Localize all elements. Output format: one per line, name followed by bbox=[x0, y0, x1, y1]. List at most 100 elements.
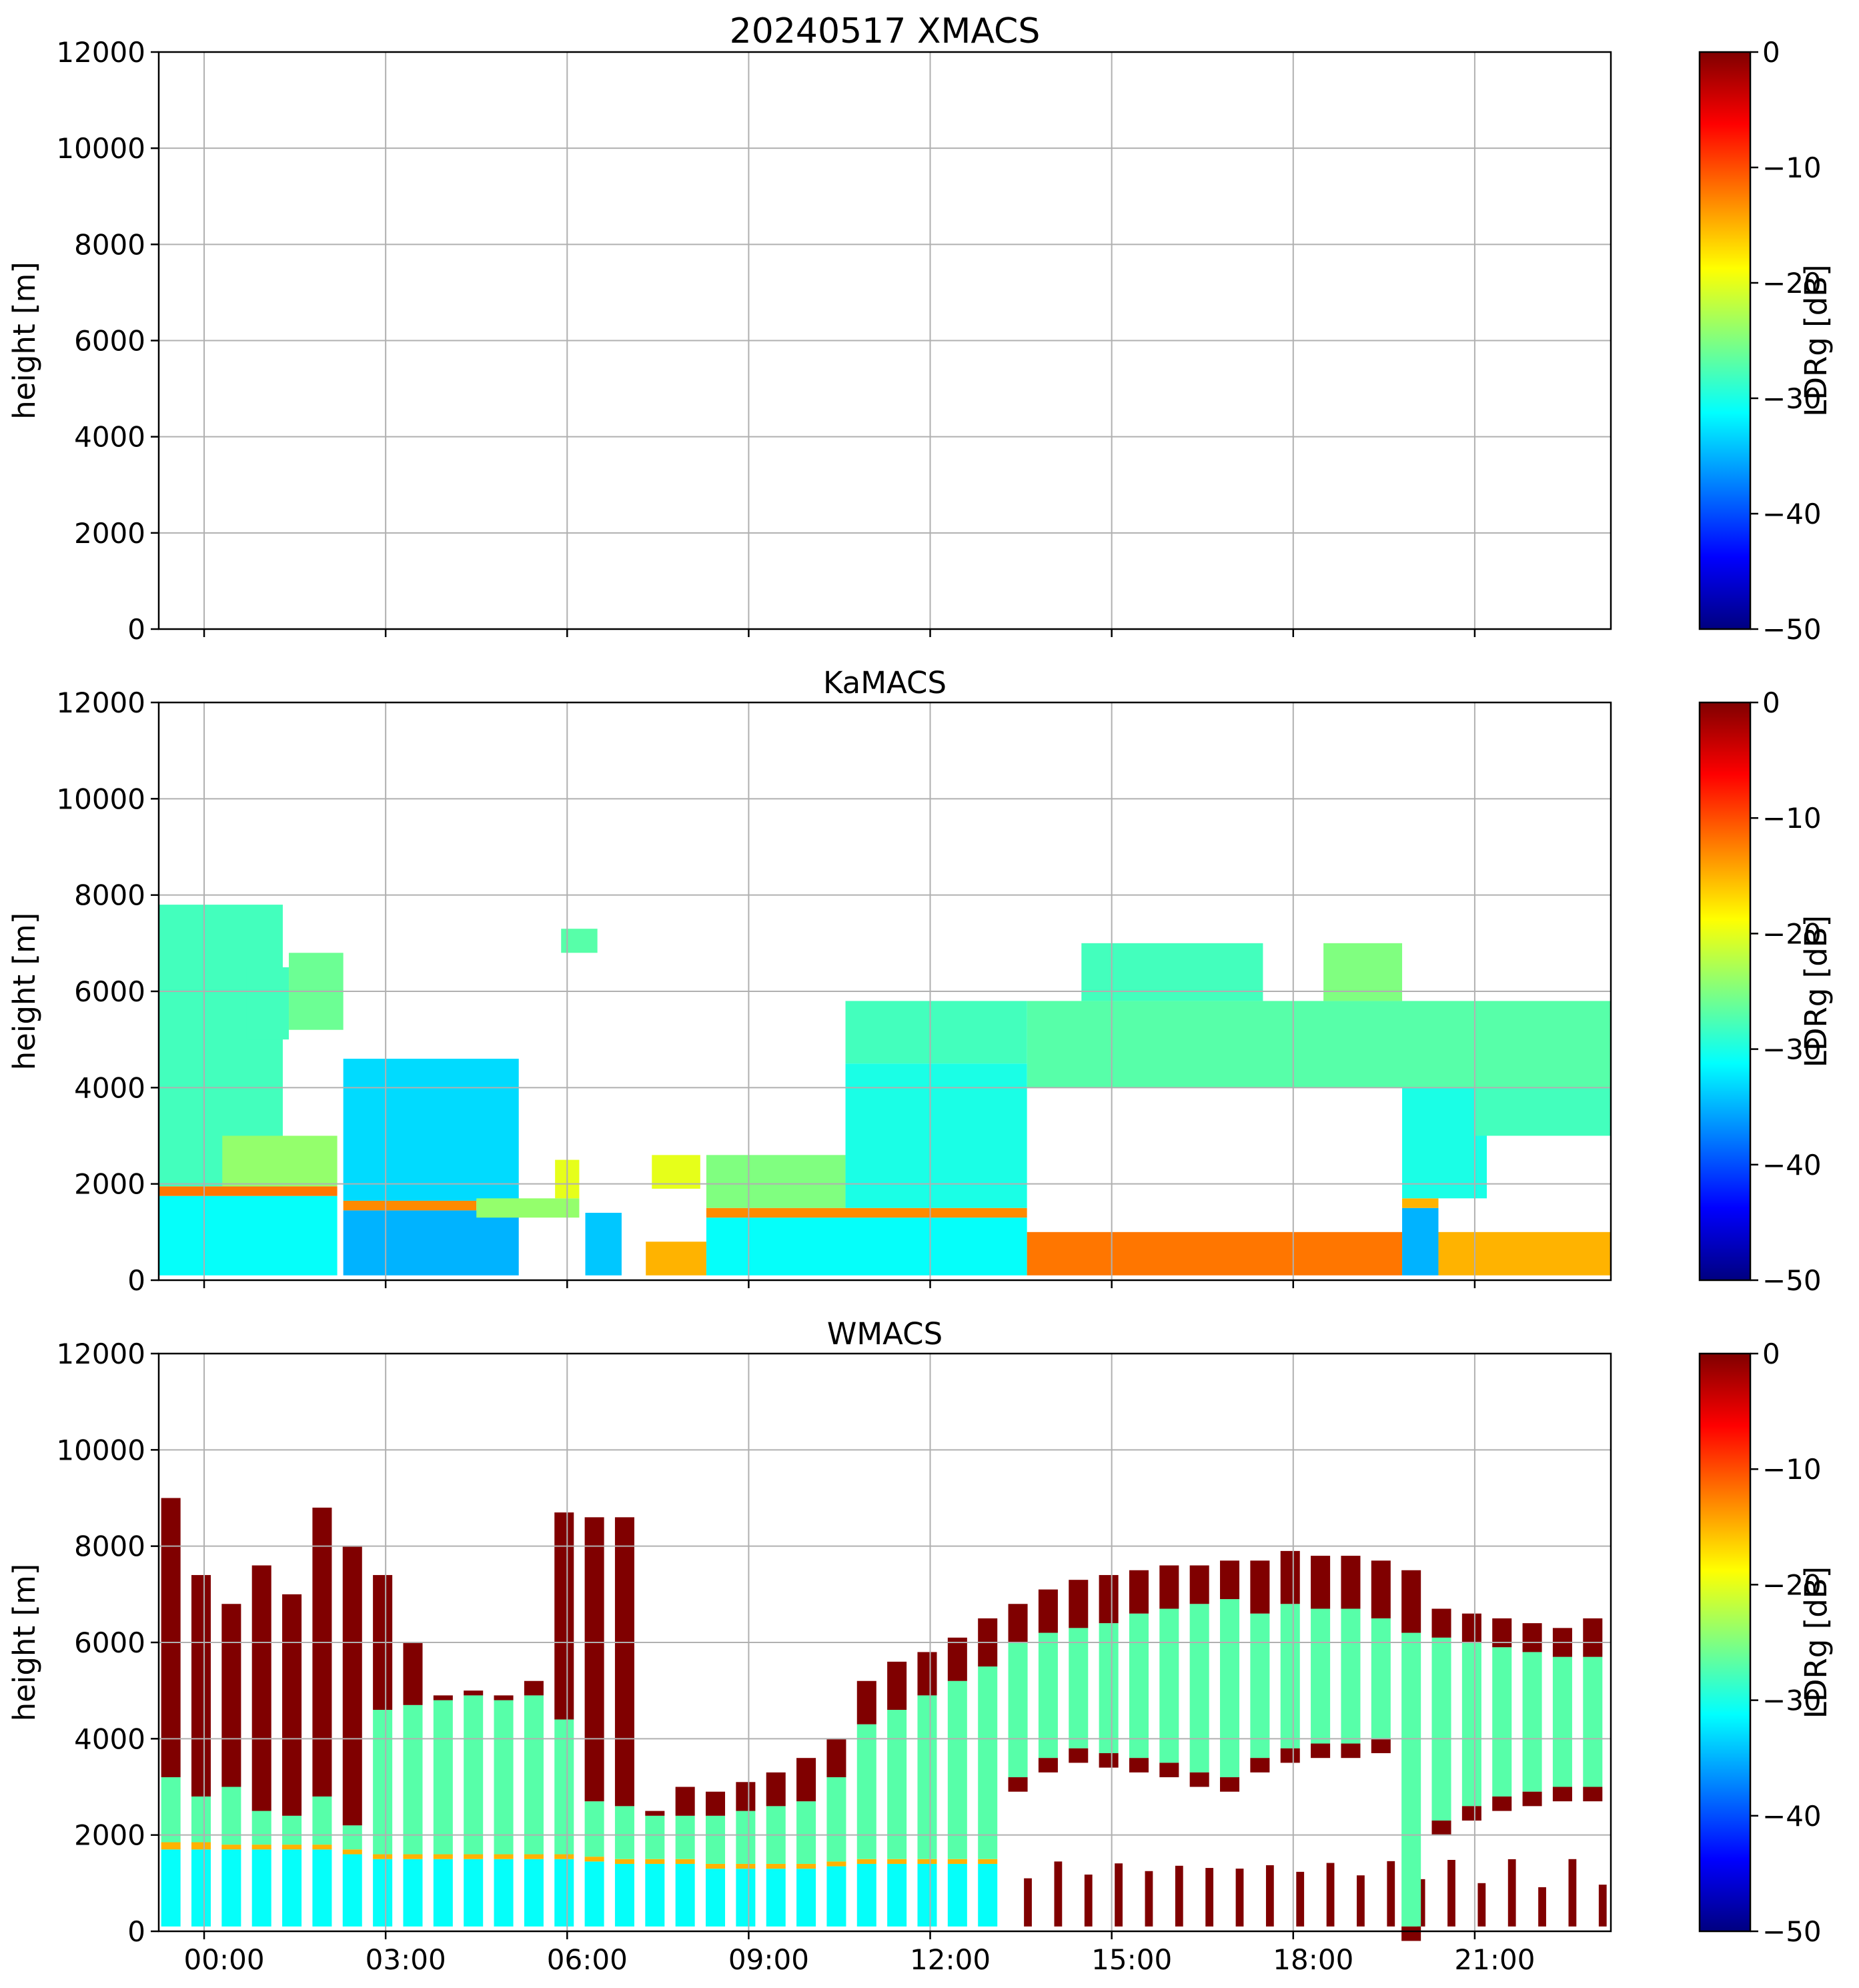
ice-layer bbox=[1129, 1613, 1149, 1759]
cloud-edge bbox=[191, 1574, 211, 1797]
ice-layer bbox=[947, 1680, 967, 1859]
colorbar-tick-label: −10 bbox=[1762, 151, 1822, 184]
melting-layer bbox=[282, 1845, 302, 1850]
ice-layer bbox=[1008, 1642, 1028, 1778]
cloud-edge bbox=[1069, 1580, 1089, 1628]
melting-layer bbox=[312, 1845, 332, 1850]
y-tick-label: 12000 bbox=[56, 36, 145, 69]
echo-region bbox=[845, 1063, 1027, 1208]
x-tick-label: 18:00 bbox=[1273, 1943, 1353, 1976]
melting-layer bbox=[645, 1859, 665, 1864]
cloud-edge bbox=[1311, 1556, 1331, 1609]
liquid-layer bbox=[494, 1859, 514, 1927]
surface-clutter bbox=[1538, 1887, 1546, 1927]
liquid-layer bbox=[887, 1863, 907, 1927]
y-axis-label: height [m] bbox=[7, 1564, 42, 1722]
cloud-edge bbox=[1431, 1608, 1451, 1638]
melting-layer bbox=[614, 1859, 634, 1864]
melting-layer bbox=[403, 1854, 423, 1859]
liquid-layer bbox=[584, 1861, 604, 1927]
y-tick-label: 2000 bbox=[74, 517, 145, 550]
surface-clutter bbox=[1417, 1879, 1425, 1927]
cloud-edge bbox=[826, 1738, 846, 1778]
ice-layer bbox=[312, 1796, 332, 1845]
colorbar-label: LDRg [dB] bbox=[1798, 915, 1834, 1067]
cloud-edge bbox=[1461, 1613, 1481, 1642]
cloud-base bbox=[1492, 1796, 1512, 1811]
ice-layer bbox=[1461, 1642, 1481, 1807]
panel-kamacs: 0 2000 4000 6000 8000 10000 12000 KaMACS height … bbox=[7, 665, 1834, 1297]
cloud-edge bbox=[584, 1517, 604, 1802]
colorbar-tick-label: −50 bbox=[1762, 1264, 1822, 1297]
colorbar: 0 −10 −20 −30 −40 −50 LDRg [dB] bbox=[1698, 1338, 1834, 1948]
cloud-base bbox=[1311, 1743, 1331, 1759]
surface-clutter bbox=[1357, 1875, 1365, 1927]
liquid-layer bbox=[312, 1849, 332, 1927]
cloud-base bbox=[1522, 1791, 1542, 1807]
echo-region bbox=[1081, 943, 1263, 1001]
colorbar-gradient bbox=[1698, 701, 1752, 1282]
melting-layer bbox=[251, 1845, 271, 1850]
echo-region bbox=[222, 1135, 338, 1187]
colorbar-tick-label: −20 bbox=[1762, 917, 1822, 950]
melting-layer bbox=[826, 1861, 846, 1867]
cloud-base bbox=[1159, 1763, 1179, 1778]
colorbar: 0 −10 −20 −30 −40 −50 LDRg [dB] bbox=[1698, 36, 1834, 646]
cloud-base bbox=[1341, 1743, 1361, 1759]
x-tick-label: 15:00 bbox=[1091, 1943, 1172, 1976]
liquid-layer bbox=[766, 1869, 786, 1927]
y-tick-label: 4000 bbox=[74, 421, 145, 454]
melting-layer bbox=[524, 1854, 544, 1859]
melting-layer bbox=[494, 1854, 514, 1859]
cloud-edge bbox=[1008, 1604, 1028, 1642]
cloud-edge bbox=[1401, 1570, 1421, 1633]
liquid-layer bbox=[342, 1854, 362, 1927]
liquid-layer bbox=[856, 1863, 876, 1927]
ice-layer bbox=[251, 1811, 271, 1845]
colorbar-tick-label: −10 bbox=[1762, 802, 1822, 835]
y-tick-label: 4000 bbox=[74, 1071, 145, 1104]
melting-layer bbox=[191, 1842, 211, 1850]
surface-clutter bbox=[1115, 1863, 1123, 1927]
y-tick-label: 10000 bbox=[56, 132, 145, 165]
echo-region bbox=[652, 1155, 700, 1189]
cloud-edge bbox=[1099, 1574, 1119, 1624]
y-tick-label: 4000 bbox=[74, 1722, 145, 1755]
ice-layer bbox=[161, 1777, 181, 1843]
colorbar-tick-label: −50 bbox=[1762, 613, 1822, 646]
x-tick-label: 12:00 bbox=[910, 1943, 991, 1976]
melting-layer bbox=[796, 1863, 816, 1869]
echo-region bbox=[343, 1059, 519, 1201]
liquid-layer bbox=[191, 1849, 211, 1927]
cloud-base bbox=[1038, 1758, 1058, 1773]
colorbar-tick-label: −10 bbox=[1762, 1453, 1822, 1486]
colorbar-tick-label: 0 bbox=[1762, 1338, 1780, 1370]
echo-region bbox=[1402, 1207, 1439, 1276]
ice-layer bbox=[524, 1695, 544, 1855]
ice-layer bbox=[645, 1815, 665, 1859]
ice-layer bbox=[706, 1815, 726, 1864]
panel-wmacs: 0 2000 4000 6000 8000 10000 12000 00:00 03:00 06:… bbox=[7, 1316, 1834, 1976]
echo-region bbox=[343, 1210, 519, 1276]
liquid-layer bbox=[706, 1869, 726, 1927]
colorbar-tick-label: −40 bbox=[1762, 1800, 1822, 1833]
surface-clutter bbox=[1054, 1861, 1063, 1927]
cloud-edge bbox=[1280, 1550, 1300, 1604]
cloud-edge bbox=[1129, 1570, 1149, 1614]
melting-layer bbox=[856, 1859, 876, 1864]
y-tick-label: 8000 bbox=[74, 879, 145, 912]
cloud-base bbox=[1371, 1738, 1391, 1753]
cloud-edge bbox=[251, 1565, 271, 1811]
ice-layer bbox=[221, 1787, 241, 1845]
echo-region bbox=[159, 1186, 338, 1196]
melting-layer bbox=[736, 1863, 756, 1869]
echo-region bbox=[706, 1207, 1027, 1218]
cloud-base bbox=[1461, 1806, 1481, 1821]
panel-title: WMACS bbox=[827, 1316, 943, 1352]
cloud-edge bbox=[1159, 1565, 1179, 1609]
ice-layer bbox=[856, 1724, 876, 1859]
panel-xmacs: 0 2000 4000 6000 8000 10000 12000 20240517 XMAC… bbox=[7, 11, 1834, 646]
cloud-base bbox=[1431, 1821, 1451, 1835]
y-axis-label: height [m] bbox=[7, 262, 42, 420]
liquid-layer bbox=[161, 1849, 181, 1927]
